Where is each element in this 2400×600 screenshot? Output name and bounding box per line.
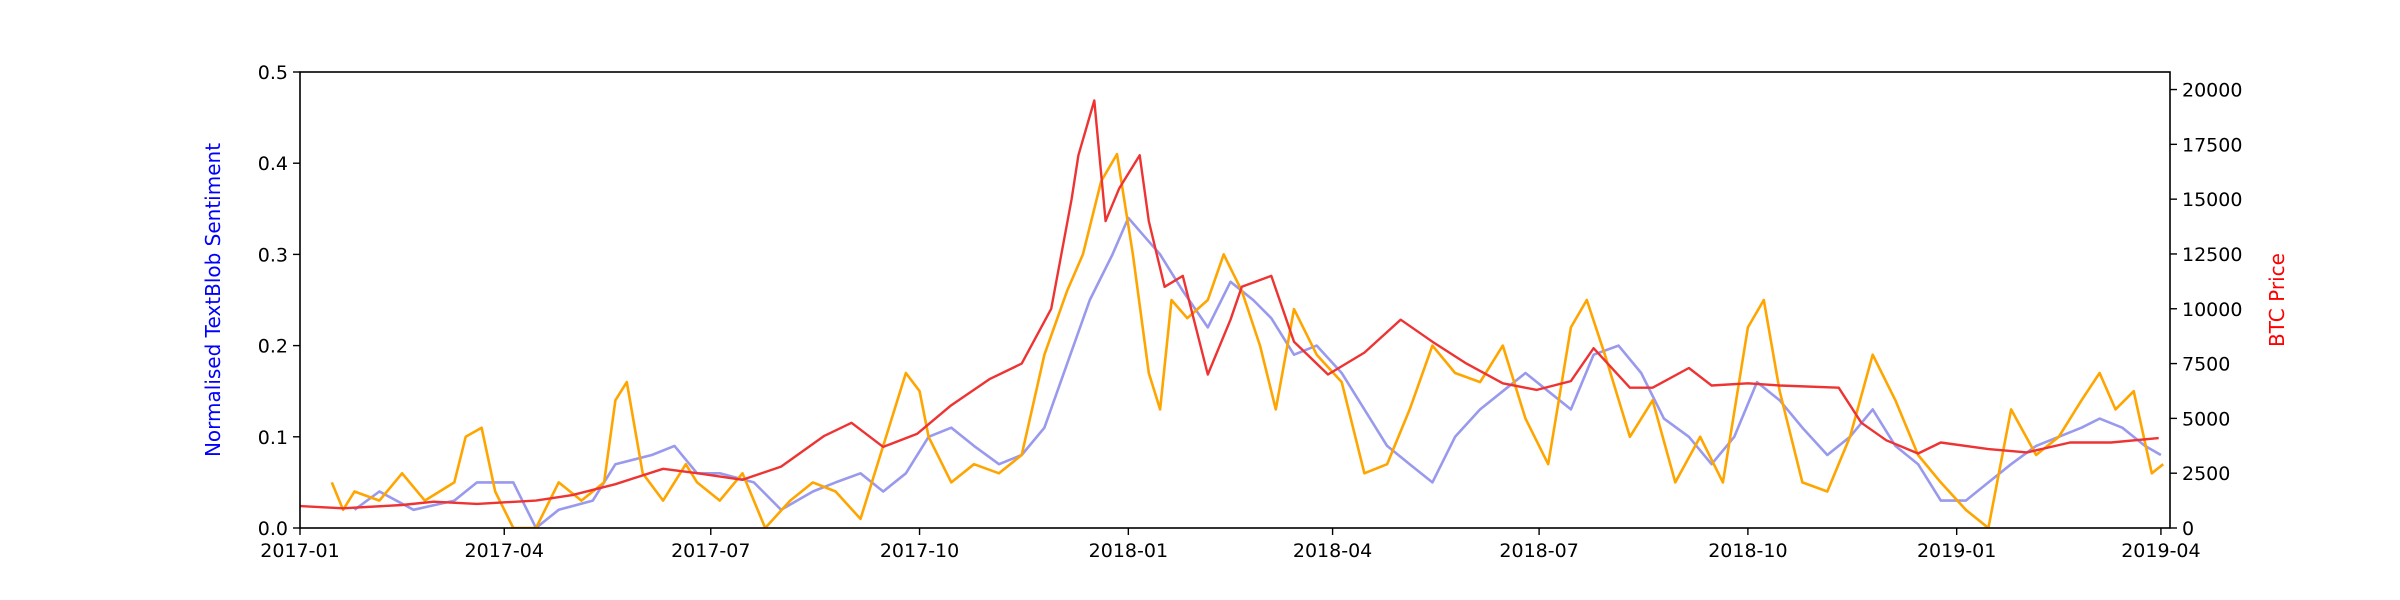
- y-left-tick-label: 0.5: [258, 62, 288, 84]
- y-left-tick-label: 0.0: [258, 518, 288, 540]
- y-right-tick-label: 17500: [2182, 134, 2242, 156]
- y-left-tick-label: 0.2: [258, 336, 288, 358]
- x-tick-label: 2019-01: [1917, 540, 1996, 562]
- x-tick-label: 2017-01: [260, 540, 339, 562]
- y-right-tick-label: 2500: [2182, 463, 2230, 485]
- btc-price-line: [300, 99, 2159, 510]
- y-right-tick-label: 10000: [2182, 299, 2242, 321]
- sentiment-smooth-line: [353, 216, 2162, 528]
- sentiment-raw-line: [330, 152, 2165, 528]
- x-tick-label: 2017-10: [880, 540, 959, 562]
- x-tick-label: 2019-04: [2121, 540, 2200, 562]
- y-right-tick-label: 5000: [2182, 408, 2230, 430]
- x-tick-label: 2017-07: [671, 540, 750, 562]
- y-left-tick-label: 0.3: [258, 244, 288, 266]
- x-tick-label: 2018-10: [1708, 540, 1787, 562]
- y-right-tick-label: 15000: [2182, 189, 2242, 211]
- tick-layer: 2017-01 2017-04 2017-07 2017-10 2018-01 2018-…: [258, 62, 2243, 562]
- y-right-tick-label: 0: [2182, 518, 2194, 540]
- plot-frame: [299, 71, 2171, 529]
- x-tick-label: 2017-04: [465, 540, 544, 562]
- y-axis-right-label: BTC Price: [2265, 253, 2289, 347]
- y-right-tick-label: 20000: [2182, 80, 2242, 102]
- x-tick-label: 2018-07: [1499, 540, 1578, 562]
- y-left-tick-label: 0.4: [258, 153, 288, 175]
- x-tick-label: 2018-04: [1293, 540, 1372, 562]
- y-right-tick-label: 12500: [2182, 244, 2242, 266]
- y-right-tick-label: 7500: [2182, 354, 2230, 376]
- series-layer: [300, 99, 2165, 528]
- x-tick-label: 2018-01: [1089, 540, 1168, 562]
- y-left-tick-label: 0.1: [258, 427, 288, 449]
- y-axis-left-label: Normalised TextBlob Sentiment: [201, 143, 225, 457]
